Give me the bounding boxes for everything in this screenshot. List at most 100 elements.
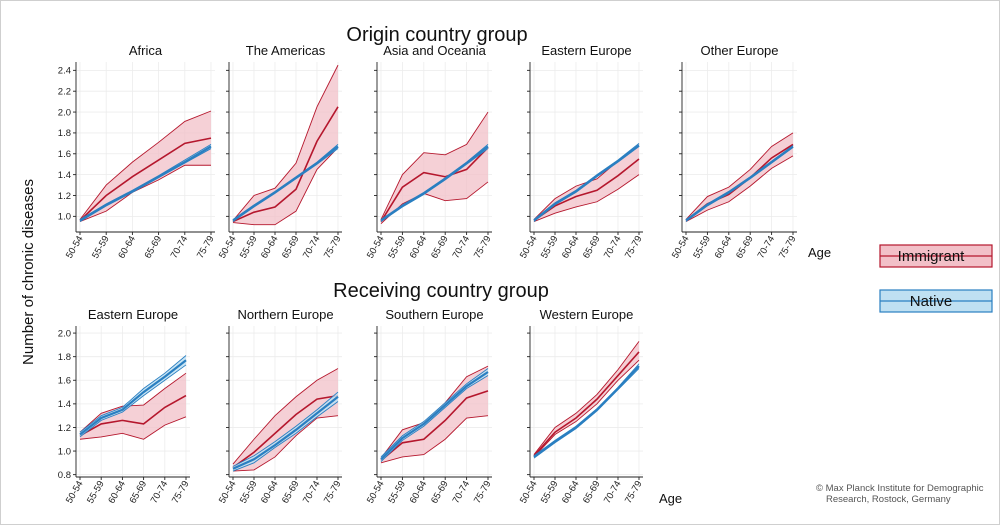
- panel-5-eastern-europe-ytick-label-6: 2.0: [58, 328, 71, 339]
- panel-4-other-europe-xtick-label-3: 65-69: [734, 234, 756, 261]
- panel-6-northern-europe-xtick-label-4: 70-74: [301, 479, 323, 506]
- panel-1-the-americas-immigrant-line: [232, 106, 339, 223]
- x-axis-label-top: Age: [808, 245, 831, 260]
- panel-2-asia-and-oceania-immigrant-upper: [380, 111, 489, 220]
- panel-4-other-europe-xtick-label-2: 60-64: [713, 234, 735, 261]
- panel-2-asia-and-oceania-xtick-label-2: 60-64: [408, 234, 430, 261]
- panel-7-southern-europe-title: Southern Europe: [385, 307, 483, 322]
- panel-8-western-europe: Western Europe 50-54 55-59 60-64 65-69 70-74 7…: [518, 307, 645, 506]
- panel-8-western-europe-title: Western Europe: [540, 307, 634, 322]
- panel-6-northern-europe-immigrant-line: [232, 394, 339, 469]
- panel-8-western-europe-immigrant-line: [533, 351, 640, 457]
- legend-native-label: Native: [910, 293, 953, 310]
- panel-3-eastern-europe-xtick-label-2: 60-64: [560, 234, 582, 261]
- credit-line-2: Research, Rostock, Germany: [826, 494, 951, 505]
- panel-4-other-europe-immigrant-band: [686, 132, 793, 222]
- panel-3-eastern-europe-xtick-label-3: 65-69: [581, 234, 603, 261]
- panel-6-northern-europe-immigrant-lower: [232, 415, 339, 472]
- panel-0-africa-xtick-label-1: 55-59: [90, 234, 112, 261]
- panel-6-northern-europe-native-lower: [232, 401, 339, 472]
- panel-6-northern-europe-xtick-label-1: 55-59: [238, 479, 260, 506]
- panel-7-southern-europe-immigrant-lower: [380, 415, 489, 464]
- panel-5-eastern-europe-xtick-label-2: 60-64: [106, 479, 128, 506]
- panel-5-eastern-europe-native-upper: [79, 355, 187, 433]
- panel-1-the-americas-native-line: [232, 145, 339, 222]
- panel-6-northern-europe-xtick-label-0: 50-54: [217, 479, 239, 506]
- panel-4-other-europe-native-line: [685, 145, 794, 222]
- credit-line-1: © Max Planck Institute for Demographic: [816, 483, 984, 494]
- panel-6-northern-europe-title: Northern Europe: [237, 307, 333, 322]
- panel-7-southern-europe-xtick-label-0: 50-54: [365, 479, 387, 506]
- panel-5-eastern-europe-ytick-label-1: 1.0: [58, 446, 71, 457]
- panel-2-asia-and-oceania-xtick-label-0: 50-54: [365, 234, 387, 261]
- panel-4-other-europe-xtick-label-1: 55-59: [691, 234, 713, 261]
- panel-0-africa-ytick-label-1: 1.2: [58, 191, 71, 202]
- panel-3-eastern-europe-xtick-label-1: 55-59: [539, 234, 561, 261]
- panel-3-eastern-europe: Eastern Europe 50-54 55-59 60-64 65-69 70-74 7…: [518, 43, 645, 261]
- panel-5-eastern-europe-native-lower: [79, 364, 187, 438]
- panel-5-eastern-europe-ytick-label-0: 0.8: [58, 470, 71, 481]
- panel-6-northern-europe-xtick-label-5: 75-79: [322, 479, 344, 506]
- panel-5-eastern-europe-xtick-label-5: 75-79: [170, 479, 192, 506]
- panel-8-western-europe-immigrant-upper: [533, 341, 640, 455]
- panel-5-eastern-europe-ytick-label-5: 1.8: [58, 352, 71, 363]
- panel-2-asia-and-oceania-title: Asia and Oceania: [383, 43, 486, 58]
- panel-8-western-europe-immigrant-lower: [533, 359, 640, 458]
- panel-1-the-americas: The Americas 50-54 55-59 60-64 65-69 70-74 75-…: [217, 43, 344, 261]
- panel-4-other-europe-title: Other Europe: [700, 43, 778, 58]
- panel-8-western-europe-xtick-label-4: 70-74: [602, 479, 624, 506]
- panel-1-the-americas-xtick-label-5: 75-79: [322, 234, 344, 261]
- panel-5-eastern-europe-immigrant-line: [79, 394, 187, 437]
- panel-1-the-americas-title: The Americas: [246, 43, 326, 58]
- panel-5-eastern-europe-title: Eastern Europe: [88, 307, 178, 322]
- panel-7-southern-europe-xtick-label-4: 70-74: [451, 479, 473, 506]
- panel-1-the-americas-xtick-label-3: 65-69: [280, 234, 302, 261]
- panel-6-northern-europe-xtick-label-3: 65-69: [280, 479, 302, 506]
- panel-3-eastern-europe-immigrant-lower: [533, 174, 640, 222]
- panel-0-africa-xtick-label-3: 65-69: [143, 234, 165, 261]
- panel-0-africa-xtick-label-2: 60-64: [116, 234, 138, 261]
- panel-5-eastern-europe-ytick-label-3: 1.4: [58, 399, 71, 410]
- panel-1-the-americas-xtick-label-0: 50-54: [217, 234, 239, 261]
- panel-0-africa-immigrant-band: [80, 111, 211, 222]
- panel-2-asia-and-oceania-xtick-label-4: 70-74: [451, 234, 473, 261]
- panel-1-the-americas-immigrant-band: [233, 65, 338, 225]
- panel-6-northern-europe-native-line: [232, 395, 339, 470]
- panel-3-eastern-europe-native-line: [533, 144, 640, 222]
- panel-7-southern-europe: Southern Europe 50-54 55-59 60-64 65-69 70-74…: [365, 307, 494, 506]
- panel-5-eastern-europe-ytick-label-4: 1.6: [58, 376, 71, 387]
- panel-0-africa-ytick-label-4: 1.8: [58, 128, 71, 139]
- legend: Immigrant Native: [879, 244, 993, 313]
- panel-3-eastern-europe-xtick-label-5: 75-79: [623, 234, 645, 261]
- panel-8-western-europe-xtick-label-5: 75-79: [623, 479, 645, 506]
- panel-0-africa-native-line: [79, 145, 212, 222]
- panel-7-southern-europe-immigrant-line: [380, 390, 489, 462]
- panel-7-southern-europe-xtick-label-5: 75-79: [472, 479, 494, 506]
- panel-8-western-europe-xtick-label-1: 55-59: [539, 479, 561, 506]
- panel-1-the-americas-xtick-label-1: 55-59: [238, 234, 260, 261]
- panel-6-northern-europe-native-upper: [232, 391, 339, 467]
- panel-5-eastern-europe-xtick-label-4: 70-74: [149, 479, 171, 506]
- panel-3-eastern-europe-title: Eastern Europe: [541, 43, 631, 58]
- panel-5-eastern-europe-ytick-label-2: 1.2: [58, 423, 71, 434]
- panel-5-eastern-europe-xtick-label-1: 55-59: [85, 479, 107, 506]
- panel-2-asia-and-oceania-immigrant-band: [381, 112, 488, 224]
- panel-0-africa-ytick-label-5: 2.0: [58, 107, 71, 118]
- panel-1-the-americas-xtick-label-2: 60-64: [259, 234, 281, 261]
- panel-5-eastern-europe-xtick-label-3: 65-69: [128, 479, 150, 506]
- panel-2-asia-and-oceania-xtick-label-3: 65-69: [429, 234, 451, 261]
- panel-2-asia-and-oceania-xtick-label-1: 55-59: [386, 234, 408, 261]
- panel-0-africa-ytick-label-0: 1.0: [58, 212, 71, 223]
- panel-0-africa-title: Africa: [129, 43, 163, 58]
- panel-5-eastern-europe-immigrant-band: [80, 373, 186, 440]
- panel-0-africa-ytick-label-7: 2.4: [58, 66, 71, 77]
- panel-0-africa-immigrant-upper: [79, 110, 212, 220]
- panel-0-africa-immigrant-line: [79, 137, 212, 222]
- panel-2-asia-and-oceania-native-line: [380, 145, 489, 222]
- panel-0-africa-xtick-label-5: 75-79: [195, 234, 217, 261]
- panel-4-other-europe-immigrant-upper: [685, 132, 794, 220]
- panel-4-other-europe-xtick-label-4: 70-74: [756, 234, 778, 261]
